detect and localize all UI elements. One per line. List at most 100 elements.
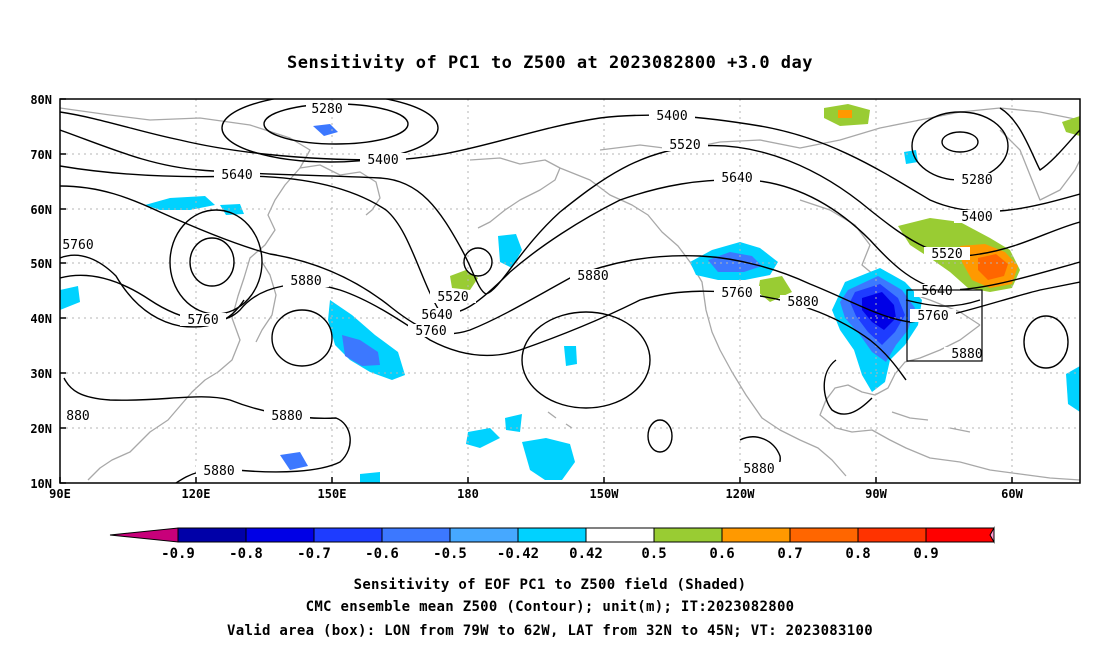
shade-kuril — [60, 286, 80, 310]
contour-label: 880 — [66, 409, 89, 424]
contour-label: 5520 — [931, 247, 962, 262]
colorbar-labels: -0.9 -0.8 -0.7 -0.6 -0.5 -0.42 0.42 0.5 … — [161, 546, 939, 562]
colorbar-arrow-high — [989, 526, 995, 544]
contour-label: 5880 — [290, 274, 321, 289]
colorbar-label: 0.6 — [709, 546, 734, 562]
caption-shaded: Sensitivity of EOF PC1 to Z500 field (Sh… — [354, 577, 747, 593]
colorbar — [109, 526, 995, 544]
shade-tropics-2 — [466, 428, 500, 448]
lat-tick-label: 70N — [30, 148, 52, 162]
valid-area-box — [906, 289, 983, 362]
contour-5880-mexico-high — [647, 419, 673, 453]
shade-aleutian — [498, 234, 522, 268]
contour-label: 5880 — [743, 462, 774, 477]
map-frame — [59, 98, 1081, 484]
contour-5400-long — [60, 111, 1080, 213]
contour-label: 5760 — [917, 309, 948, 324]
contour-label: 5880 — [787, 295, 818, 310]
contour-label: 5880 — [203, 464, 234, 479]
contour-label: 5640 — [221, 168, 252, 183]
contour-label: 5280 — [311, 102, 342, 117]
shade-europe-green — [1062, 116, 1080, 136]
contour-5880-high-west — [271, 309, 333, 367]
lon-tick-label: 90E — [49, 487, 71, 501]
map-panel: 5280 5400 5400 5520 5640 5640 5760 5880 … — [59, 98, 1081, 484]
contour-label: 5640 — [721, 171, 752, 186]
lon-tick-label: 150E — [318, 487, 347, 501]
contour-5520-aleutian-low — [463, 247, 493, 277]
shade-arctic — [313, 124, 338, 136]
shade-arctic-east — [904, 150, 918, 164]
colorbar-arrow-low — [109, 527, 179, 543]
colorbar-segment — [449, 527, 519, 543]
colorbar-segment — [721, 527, 791, 543]
colorbar-label: 0.42 — [569, 546, 603, 562]
shade-north-atlantic-red — [978, 254, 1008, 280]
map-grid — [60, 99, 1080, 483]
contour-5880-atlantic-high — [1023, 315, 1069, 369]
colorbar-label: 0.8 — [845, 546, 870, 562]
contour-label: 5760 — [415, 324, 446, 339]
contour-5760-low-far-west — [189, 237, 235, 287]
coastline-alaska — [469, 157, 847, 477]
shade-siberia-east — [220, 204, 244, 215]
contour-label: 5640 — [921, 284, 952, 299]
contour-label: 5520 — [437, 290, 468, 305]
lon-tick-label: 120E — [182, 487, 211, 501]
colorbar-segment — [653, 527, 723, 543]
colorbar-label: -0.7 — [297, 546, 331, 562]
colorbar-segment — [313, 527, 383, 543]
colorbar-segment — [789, 527, 859, 543]
contour-5280-atlantic — [999, 107, 1080, 171]
contour-5520-long — [60, 129, 1080, 295]
lat-tick-label: 20N — [30, 422, 52, 436]
shade-greenland-orange — [838, 110, 852, 118]
shade-east-pacific-inner — [708, 252, 762, 272]
lat-tick-label: 10N — [30, 477, 52, 491]
colorbar-segment — [857, 527, 927, 543]
colorbar-label: -0.9 — [161, 546, 195, 562]
lon-axis — [59, 477, 1013, 483]
contour-label: 5760 — [721, 286, 752, 301]
colorbar-segment — [177, 527, 247, 543]
contour-label: 5880 — [951, 347, 982, 362]
shade-siberia — [145, 196, 215, 210]
lat-tick-label: 80N — [30, 93, 52, 107]
shade-aleutian-green — [450, 270, 478, 290]
shade-atlantic-east — [1066, 366, 1080, 412]
lon-tick-label: 60W — [1001, 487, 1023, 501]
contour-label: 5880 — [271, 409, 302, 424]
colorbar-segment — [245, 527, 315, 543]
lat-tick-label: 40N — [30, 312, 52, 326]
shade-west-pacific-inner — [342, 335, 380, 366]
contour-5880-east-pacific — [823, 359, 873, 415]
contour-label: 5400 — [367, 153, 398, 168]
lat-tick-label: 60N — [30, 203, 52, 217]
colorbar-label: -0.42 — [497, 546, 539, 562]
contour-5760-north-atlantic — [905, 299, 981, 307]
contour-5640-long — [60, 165, 1080, 314]
contour-label: 5760 — [187, 313, 218, 328]
lon-tick-labels: 90E 120E 150E 180 150W 120W 90W 60W — [49, 487, 1023, 501]
shade-hawaii-patch — [564, 346, 577, 366]
coastline-east-asia — [60, 107, 311, 481]
contour-label: 5520 — [669, 138, 700, 153]
z500-contours — [60, 99, 1080, 483]
shade-west-pacific — [328, 300, 405, 380]
shade-east-us-core — [862, 292, 896, 330]
map-title: Sensitivity of PC1 to Z500 at 2023082800… — [287, 53, 813, 73]
coastline-caribbean — [891, 411, 971, 433]
shade-tropics-3 — [280, 452, 308, 470]
lat-tick-label: 30N — [30, 367, 52, 381]
shade-small-tropic — [360, 472, 380, 483]
contour-label: 5400 — [656, 109, 687, 124]
contour-5880-high-central — [521, 311, 651, 409]
shade-tropics-1 — [522, 438, 575, 480]
lon-tick-label: 120W — [726, 487, 756, 501]
colorbar-label: -0.8 — [229, 546, 263, 562]
lon-tick-label: 150W — [590, 487, 620, 501]
colorbar-segment — [381, 527, 451, 543]
colorbar-label: 0.7 — [777, 546, 802, 562]
contour-5280-atlantic-low — [941, 131, 979, 153]
caption-contour: CMC ensemble mean Z500 (Contour); unit(m… — [306, 599, 795, 615]
